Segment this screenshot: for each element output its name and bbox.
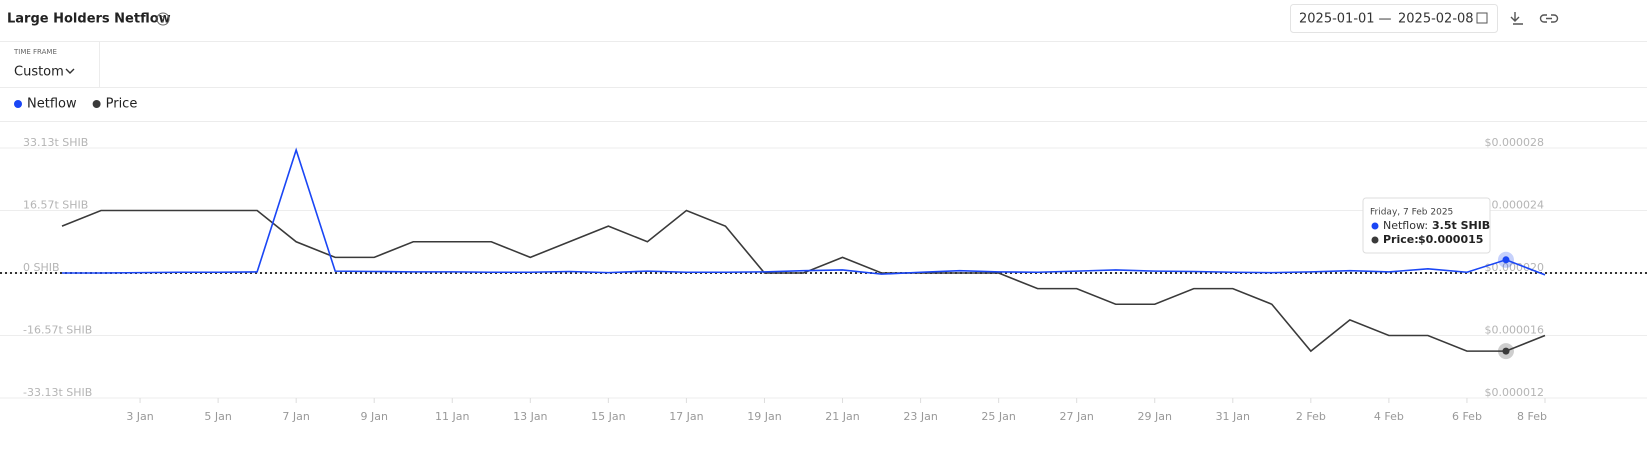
y-tick-label: 16.57t SHIB [23,198,88,211]
date-separator: — [1379,12,1392,27]
x-tick-label: 5 Jan [204,410,231,423]
x-tick-label: 4 Feb [1374,410,1404,423]
x-tick-label: 15 Jan [591,410,625,423]
y2-tick-label: $0.000024 [1485,199,1545,212]
y-tick-label: 33.13t SHIB [23,136,88,149]
x-tick-label: 3 Jan [126,410,153,423]
x-tick-label: 2 Feb [1296,410,1326,423]
x-tick-label: 31 Jan [1216,410,1250,423]
calendar-icon[interactable] [1476,12,1488,24]
x-tick-label: 29 Jan [1138,410,1172,423]
tooltip-dot [1371,222,1379,230]
tooltip-dot [1371,236,1379,244]
help-icon[interactable] [156,12,170,26]
download-icon[interactable] [1510,12,1523,25]
y2-tick-label: $0.000020 [1485,261,1545,274]
legend-marker [14,100,22,108]
time-frame-value[interactable]: Custom [14,65,64,80]
series-line [61,209,1546,353]
x-tick-label: 27 Jan [1059,410,1093,423]
series-line [62,147,1546,276]
x-tick-label: 25 Jan [981,410,1015,423]
time-frame-label: TIME FRAME [13,48,57,56]
hover-point [1502,256,1510,264]
tooltip-box [1362,197,1491,254]
x-tick-label: 13 Jan [513,410,547,423]
y2-tick-label: $0.000012 [1485,386,1545,399]
x-tick-label: 21 Jan [825,410,859,423]
x-tick-label: 8 Feb [1517,410,1547,423]
x-tick-label: 23 Jan [903,410,937,423]
tooltip-label: Price: [1383,233,1419,246]
help-icon-text: ? [161,15,165,24]
legend-marker [92,100,101,108]
x-tick-label: 17 Jan [669,410,703,423]
y2-tick-label: $0.000028 [1485,136,1545,149]
tooltip-title: Friday, 7 Feb 2025 [1370,208,1453,218]
widget-title: Large Holders Netflow [7,12,171,27]
tooltip-value: $0.000015 [1418,233,1483,246]
x-tick-label: 19 Jan [747,410,781,423]
date-range[interactable] [1290,4,1498,33]
y-tick-label: 0 SHIB [23,261,60,274]
tooltip-value: 3.5t SHIB [1432,219,1490,232]
x-tick-label: 7 Jan [282,410,309,423]
dropdown-icon[interactable] [65,68,75,74]
x-tick-label: 11 Jan [435,410,469,423]
y2-tick-label: $0.000016 [1485,324,1545,337]
y-tick-label: -16.57t SHIB [23,324,92,337]
tooltip: Friday, 7 Feb 2025 Netflow: 3.5t SHIB Pr… [1362,197,1491,254]
legend-label: Netflow [27,97,77,112]
link-icon[interactable] [1539,14,1559,23]
plot: Netflow Price -33.13t SHIB -16.57t SHIB 0 SH… [0,97,1647,423]
date-start: 2025-01-01 [1299,12,1375,27]
date-end: 2025-02-08 [1398,12,1474,27]
y-tick-label: -33.13t SHIB [23,386,92,399]
x-tick-label: 6 Feb [1452,410,1482,423]
x-tick-label: 9 Jan [360,410,387,423]
hover-point [1502,347,1510,355]
tooltip-label: Netflow: [1383,219,1428,232]
legend-label: Price [106,97,138,112]
